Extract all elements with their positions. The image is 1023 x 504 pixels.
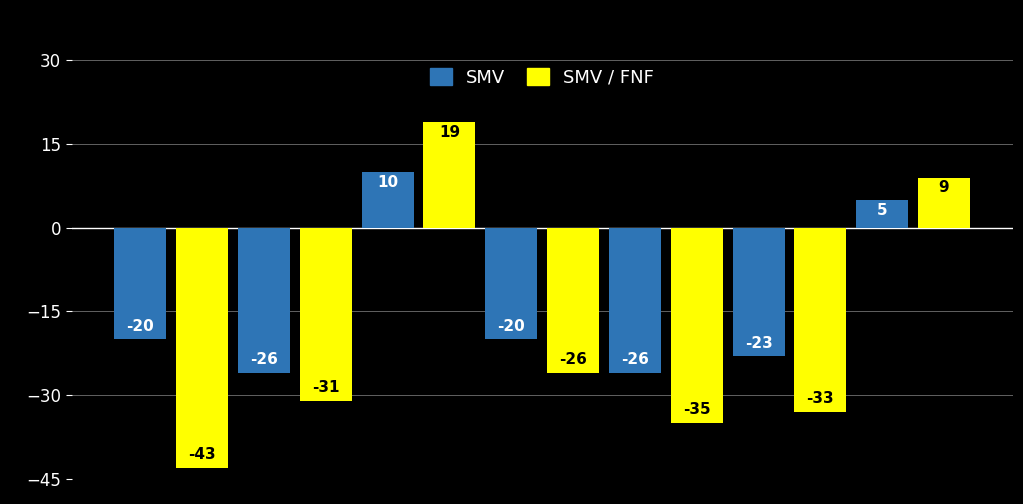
Bar bbox=[485, 228, 537, 339]
Bar bbox=[300, 228, 352, 401]
Legend: SMV, SMV / FNF: SMV, SMV / FNF bbox=[422, 61, 662, 94]
Bar bbox=[795, 228, 846, 412]
Text: -20: -20 bbox=[127, 319, 154, 334]
Bar bbox=[115, 228, 167, 339]
Bar bbox=[732, 228, 785, 356]
Bar bbox=[671, 228, 722, 423]
Text: 19: 19 bbox=[439, 124, 460, 140]
Bar bbox=[238, 228, 290, 373]
Bar bbox=[176, 228, 228, 468]
Bar bbox=[547, 228, 599, 373]
Text: -20: -20 bbox=[497, 319, 525, 334]
Text: -26: -26 bbox=[621, 352, 649, 367]
Bar bbox=[918, 177, 970, 228]
Text: 10: 10 bbox=[377, 175, 398, 190]
Text: -35: -35 bbox=[683, 403, 711, 417]
Text: -33: -33 bbox=[806, 391, 834, 406]
Text: 5: 5 bbox=[877, 203, 888, 218]
Text: -43: -43 bbox=[188, 447, 216, 462]
Text: 9: 9 bbox=[939, 180, 949, 196]
Bar bbox=[856, 200, 908, 228]
Text: -26: -26 bbox=[560, 352, 587, 367]
Text: -23: -23 bbox=[745, 336, 772, 350]
Bar bbox=[362, 172, 413, 228]
Bar bbox=[609, 228, 661, 373]
Bar bbox=[424, 122, 476, 228]
Text: -31: -31 bbox=[312, 380, 340, 395]
Text: -26: -26 bbox=[250, 352, 278, 367]
